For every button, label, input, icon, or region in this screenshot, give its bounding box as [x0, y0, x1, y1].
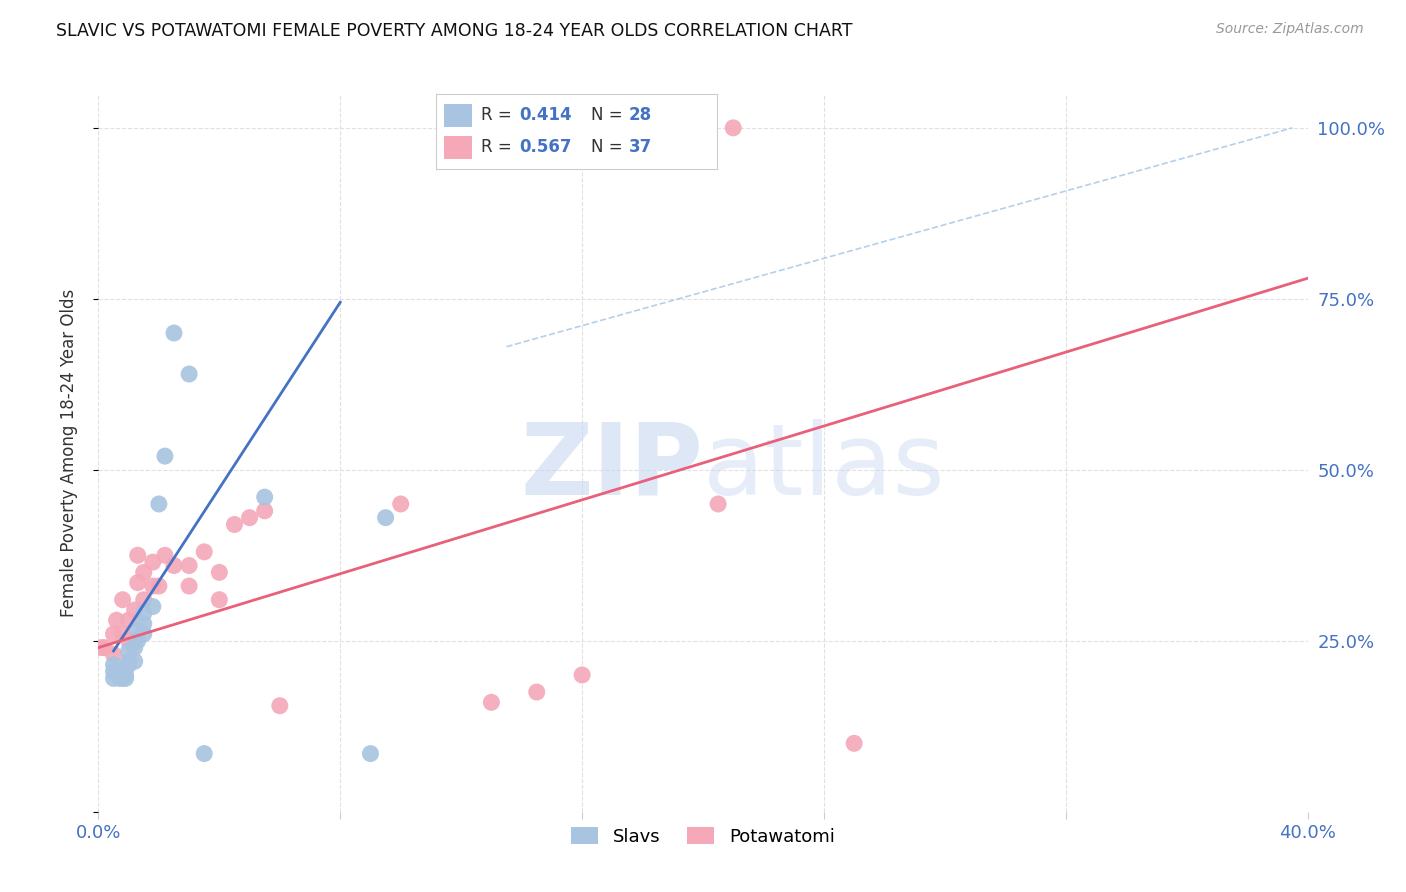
Bar	[444, 104, 472, 127]
Point	[105, 613, 128, 627]
Point	[103, 671, 125, 685]
Point	[103, 665, 125, 679]
Point	[124, 603, 146, 617]
Point	[103, 657, 125, 672]
Text: SLAVIC VS POTAWATOMI FEMALE POVERTY AMONG 18-24 YEAR OLDS CORRELATION CHART: SLAVIC VS POTAWATOMI FEMALE POVERTY AMON…	[56, 22, 853, 40]
Point	[132, 627, 155, 641]
Point	[124, 633, 146, 648]
Point	[118, 613, 141, 627]
Point	[148, 497, 170, 511]
Point	[127, 633, 149, 648]
Point	[153, 548, 176, 563]
Point	[163, 326, 186, 340]
Point	[142, 579, 165, 593]
Point	[111, 592, 134, 607]
Text: ZIP: ZIP	[520, 418, 703, 516]
Point	[103, 627, 125, 641]
Point	[118, 633, 141, 648]
Point	[108, 665, 131, 679]
Point	[723, 120, 745, 135]
Point	[253, 490, 276, 504]
Point	[163, 558, 186, 573]
Point	[179, 558, 201, 573]
Point	[132, 607, 155, 621]
Point	[114, 668, 136, 682]
Point	[179, 367, 201, 381]
Text: 37: 37	[628, 138, 652, 156]
Point	[481, 695, 503, 709]
Text: atlas: atlas	[703, 418, 945, 516]
Point	[118, 654, 141, 668]
Point	[132, 616, 155, 631]
Point	[707, 497, 730, 511]
Point	[193, 747, 215, 761]
Point	[93, 640, 115, 655]
Point	[208, 592, 231, 607]
Point	[374, 510, 396, 524]
Point	[132, 566, 155, 580]
Point	[118, 644, 141, 658]
Text: 0.414: 0.414	[519, 106, 571, 124]
Point	[142, 599, 165, 614]
Text: N =: N =	[591, 106, 627, 124]
Legend: Slavs, Potawatomi: Slavs, Potawatomi	[564, 821, 842, 853]
Point	[239, 510, 262, 524]
Point	[111, 665, 134, 679]
Point	[179, 579, 201, 593]
Point	[127, 575, 149, 590]
Point	[114, 671, 136, 685]
Point	[193, 545, 215, 559]
Point	[124, 654, 146, 668]
Point	[142, 555, 165, 569]
Point	[111, 671, 134, 685]
Point	[124, 640, 146, 655]
Point	[153, 449, 176, 463]
Text: Source: ZipAtlas.com: Source: ZipAtlas.com	[1216, 22, 1364, 37]
Text: 0.567: 0.567	[519, 138, 571, 156]
Text: R =: R =	[481, 106, 517, 124]
Point	[360, 747, 382, 761]
Y-axis label: Female Poverty Among 18-24 Year Olds: Female Poverty Among 18-24 Year Olds	[59, 289, 77, 616]
Point	[90, 640, 112, 655]
Bar	[444, 136, 472, 159]
Point	[844, 736, 866, 750]
Point	[526, 685, 548, 699]
Point	[208, 566, 231, 580]
Point	[118, 657, 141, 672]
Point	[148, 579, 170, 593]
Point	[103, 648, 125, 662]
Text: N =: N =	[591, 138, 627, 156]
Point	[224, 517, 246, 532]
Text: 28: 28	[628, 106, 651, 124]
Point	[127, 548, 149, 563]
Point	[571, 668, 593, 682]
Point	[111, 627, 134, 641]
Point	[269, 698, 291, 713]
Point	[127, 624, 149, 638]
Point	[676, 120, 699, 135]
Point	[132, 592, 155, 607]
Text: R =: R =	[481, 138, 517, 156]
Point	[389, 497, 412, 511]
Point	[108, 671, 131, 685]
Point	[253, 504, 276, 518]
